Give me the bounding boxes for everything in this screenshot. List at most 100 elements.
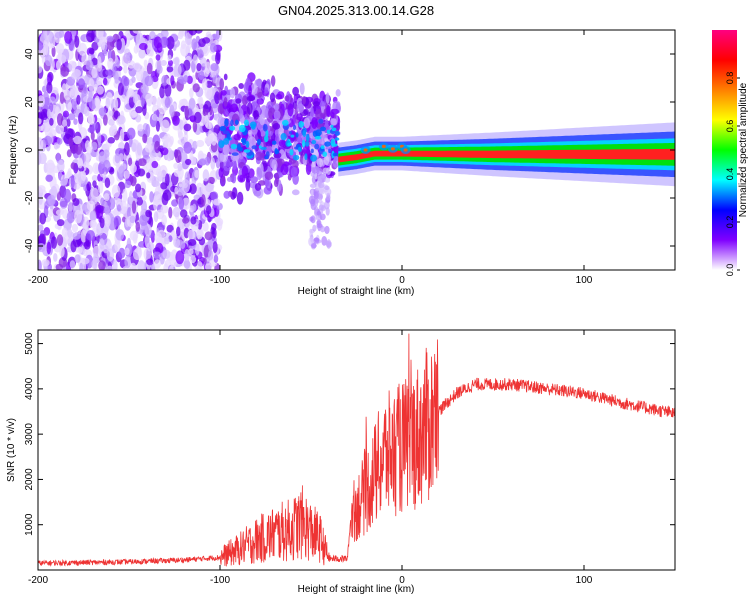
heatmap-cell — [239, 174, 244, 182]
heatmap-cell — [181, 179, 191, 193]
x-tick-label: -200 — [28, 575, 48, 586]
heatmap-cell — [143, 247, 152, 261]
heatmap-cell — [73, 135, 82, 145]
heatmap-cell — [192, 120, 198, 133]
heatmap-cell — [115, 229, 125, 241]
heatmap-cell — [83, 106, 90, 117]
heatmap-cell — [169, 104, 175, 118]
heatmap-cell — [166, 36, 175, 50]
heatmap-cell — [253, 109, 259, 120]
y-tick-label: 1000 — [24, 513, 35, 536]
heatmap-cell — [56, 137, 63, 145]
heatmap-cell — [179, 30, 184, 38]
heatmap-cell — [277, 91, 285, 100]
heatmap-cell — [118, 142, 125, 150]
heatmap-cell — [90, 131, 95, 141]
heatmap-cell — [89, 220, 94, 228]
heatmap-cell — [287, 142, 292, 147]
heatmap-cell — [44, 54, 53, 67]
heatmap-cell — [243, 119, 249, 127]
heatmap-cell — [55, 60, 61, 70]
heatmap-cell — [38, 95, 45, 108]
heatmap-cell — [311, 139, 317, 145]
heatmap-cell — [143, 59, 148, 68]
heatmap-cell — [263, 186, 272, 195]
heatmap-cell — [175, 250, 185, 265]
heatmap-cell — [69, 88, 78, 100]
heatmap-cell — [205, 205, 212, 215]
heatmap-cell — [38, 259, 42, 270]
heatmap-cell — [318, 198, 323, 204]
heatmap-cell — [313, 237, 320, 244]
heatmap-cell — [74, 254, 81, 263]
heatmap-cell — [145, 93, 154, 104]
heatmap-cell — [325, 194, 331, 201]
heatmap-cell — [298, 121, 305, 128]
colorbar-tick-label: 0.0 — [725, 264, 735, 277]
heatmap-cell — [103, 77, 108, 86]
heatmap-cell — [63, 89, 72, 101]
heatmap-cell — [246, 101, 253, 115]
heatmap-cell — [117, 115, 126, 125]
heatmap-cell — [151, 160, 159, 169]
heatmap-cell — [256, 138, 261, 146]
heatmap-cell — [58, 30, 65, 38]
heatmap-cell — [160, 204, 169, 214]
heatmap-cell — [265, 141, 273, 147]
heatmap-cell — [129, 163, 137, 174]
heatmap-cell — [238, 147, 243, 152]
heatmap-cell — [316, 158, 321, 165]
heatmap-cell — [137, 168, 146, 177]
heatmap-cell — [118, 165, 125, 178]
heatmap-cell — [336, 101, 341, 109]
heatmap-cell — [292, 124, 297, 131]
heatmap-cell — [245, 140, 250, 148]
heatmap-cell — [292, 86, 300, 96]
heatmap-cell — [160, 60, 167, 67]
heatmap-cell — [198, 38, 206, 48]
heatmap-cell — [80, 103, 86, 113]
heatmap-cell — [202, 257, 207, 265]
heatmap-cell — [163, 263, 169, 270]
heatmap-cell — [53, 142, 59, 150]
heatmap-cell — [265, 151, 270, 158]
heatmap-cell — [127, 60, 136, 69]
heatmap-cell — [55, 43, 65, 54]
heatmap-cell — [53, 252, 58, 262]
x-tick-label: 0 — [399, 575, 405, 586]
heatmap-cell — [201, 78, 208, 91]
heatmap-cell — [215, 158, 221, 169]
heatmap-cell — [96, 76, 103, 86]
heatmap-cell — [153, 211, 159, 223]
heatmap-cell — [325, 207, 330, 216]
heatmap-cell — [254, 183, 262, 191]
heatmap-cell — [46, 81, 53, 94]
heatmap-cell — [144, 234, 151, 248]
heatmap-cell — [98, 107, 107, 117]
heatmap-cell — [124, 247, 130, 256]
heatmap-cell — [226, 177, 233, 183]
heatmap-cell — [222, 143, 230, 156]
heatmap-cell — [296, 103, 305, 113]
heatmap-cell — [88, 48, 95, 55]
heatmap-cell — [174, 149, 182, 164]
heatmap-cell — [129, 215, 136, 224]
heatmap-cell — [76, 94, 81, 105]
heatmap-cell — [66, 118, 71, 127]
spectrogram-x-ticks: -200 -100 0 100 — [28, 30, 593, 286]
heatmap-cell — [226, 159, 231, 168]
heatmap-cell — [160, 119, 170, 133]
heatmap-cell — [85, 59, 94, 71]
heatmap-cell — [108, 125, 118, 136]
heatmap-cell — [211, 134, 217, 146]
heatmap-cell — [231, 173, 237, 184]
heatmap-cell — [107, 137, 116, 144]
heatmap-cell — [39, 212, 47, 225]
heatmap-cell — [106, 35, 114, 42]
heatmap-cell — [230, 143, 238, 150]
heatmap-cell — [174, 186, 179, 195]
heatmap-cell — [109, 110, 114, 117]
heatmap-cell — [230, 103, 239, 113]
heatmap-cell — [318, 118, 324, 124]
